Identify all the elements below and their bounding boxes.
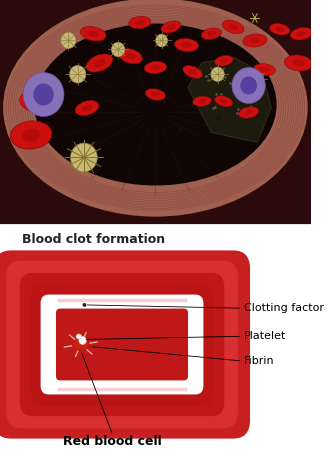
FancyBboxPatch shape <box>20 273 224 416</box>
Ellipse shape <box>252 73 264 85</box>
Ellipse shape <box>228 24 238 30</box>
Ellipse shape <box>75 100 99 115</box>
Polygon shape <box>188 58 271 142</box>
Ellipse shape <box>183 66 202 79</box>
Ellipse shape <box>211 67 224 81</box>
Ellipse shape <box>259 67 269 73</box>
Ellipse shape <box>156 34 168 47</box>
Ellipse shape <box>23 73 64 117</box>
Text: Platelet: Platelet <box>244 331 286 341</box>
Ellipse shape <box>284 55 312 71</box>
Ellipse shape <box>270 24 290 35</box>
FancyBboxPatch shape <box>6 261 238 428</box>
Ellipse shape <box>275 27 284 32</box>
Ellipse shape <box>250 38 260 43</box>
Ellipse shape <box>29 96 45 106</box>
Ellipse shape <box>161 21 181 33</box>
FancyBboxPatch shape <box>6 260 239 429</box>
FancyBboxPatch shape <box>41 294 203 394</box>
Ellipse shape <box>243 34 267 47</box>
Text: Blood clot formation: Blood clot formation <box>22 233 165 246</box>
Ellipse shape <box>188 69 197 75</box>
Ellipse shape <box>33 84 54 106</box>
Ellipse shape <box>61 33 76 48</box>
Ellipse shape <box>3 0 308 217</box>
Ellipse shape <box>220 59 228 63</box>
Ellipse shape <box>82 105 92 112</box>
Ellipse shape <box>145 89 165 100</box>
Ellipse shape <box>151 92 160 97</box>
Ellipse shape <box>198 99 206 104</box>
Ellipse shape <box>253 64 275 76</box>
Ellipse shape <box>70 66 86 83</box>
Polygon shape <box>0 0 311 225</box>
Ellipse shape <box>72 339 89 351</box>
Text: Fibrin: Fibrin <box>244 356 275 366</box>
Ellipse shape <box>80 27 106 41</box>
Ellipse shape <box>296 31 307 37</box>
Text: Red blood cell: Red blood cell <box>63 435 162 448</box>
Ellipse shape <box>290 27 313 40</box>
Ellipse shape <box>193 96 211 106</box>
Ellipse shape <box>87 31 99 37</box>
Ellipse shape <box>135 20 145 25</box>
Ellipse shape <box>34 24 277 186</box>
Ellipse shape <box>215 96 233 107</box>
Ellipse shape <box>150 65 160 70</box>
Ellipse shape <box>222 20 244 33</box>
Ellipse shape <box>86 54 113 72</box>
Ellipse shape <box>201 28 221 40</box>
Ellipse shape <box>71 143 97 172</box>
Ellipse shape <box>93 59 106 67</box>
Ellipse shape <box>79 337 86 345</box>
Ellipse shape <box>181 42 192 48</box>
Ellipse shape <box>112 42 125 57</box>
Ellipse shape <box>207 31 216 36</box>
FancyBboxPatch shape <box>46 299 198 389</box>
Ellipse shape <box>144 61 166 73</box>
Ellipse shape <box>125 53 136 60</box>
Ellipse shape <box>119 49 142 64</box>
Ellipse shape <box>22 128 40 141</box>
Ellipse shape <box>175 39 199 52</box>
Ellipse shape <box>244 110 253 115</box>
Ellipse shape <box>76 334 82 339</box>
Ellipse shape <box>215 55 233 66</box>
Ellipse shape <box>220 99 228 104</box>
Ellipse shape <box>83 303 86 306</box>
Ellipse shape <box>20 90 55 113</box>
Ellipse shape <box>240 77 257 94</box>
FancyBboxPatch shape <box>0 250 250 438</box>
Ellipse shape <box>239 107 259 118</box>
Ellipse shape <box>292 60 305 66</box>
Ellipse shape <box>129 16 151 28</box>
Text: Clotting factor: Clotting factor <box>244 303 324 313</box>
Ellipse shape <box>232 67 265 104</box>
FancyBboxPatch shape <box>55 308 189 381</box>
Ellipse shape <box>166 24 176 30</box>
FancyBboxPatch shape <box>31 283 213 406</box>
Ellipse shape <box>10 121 52 149</box>
